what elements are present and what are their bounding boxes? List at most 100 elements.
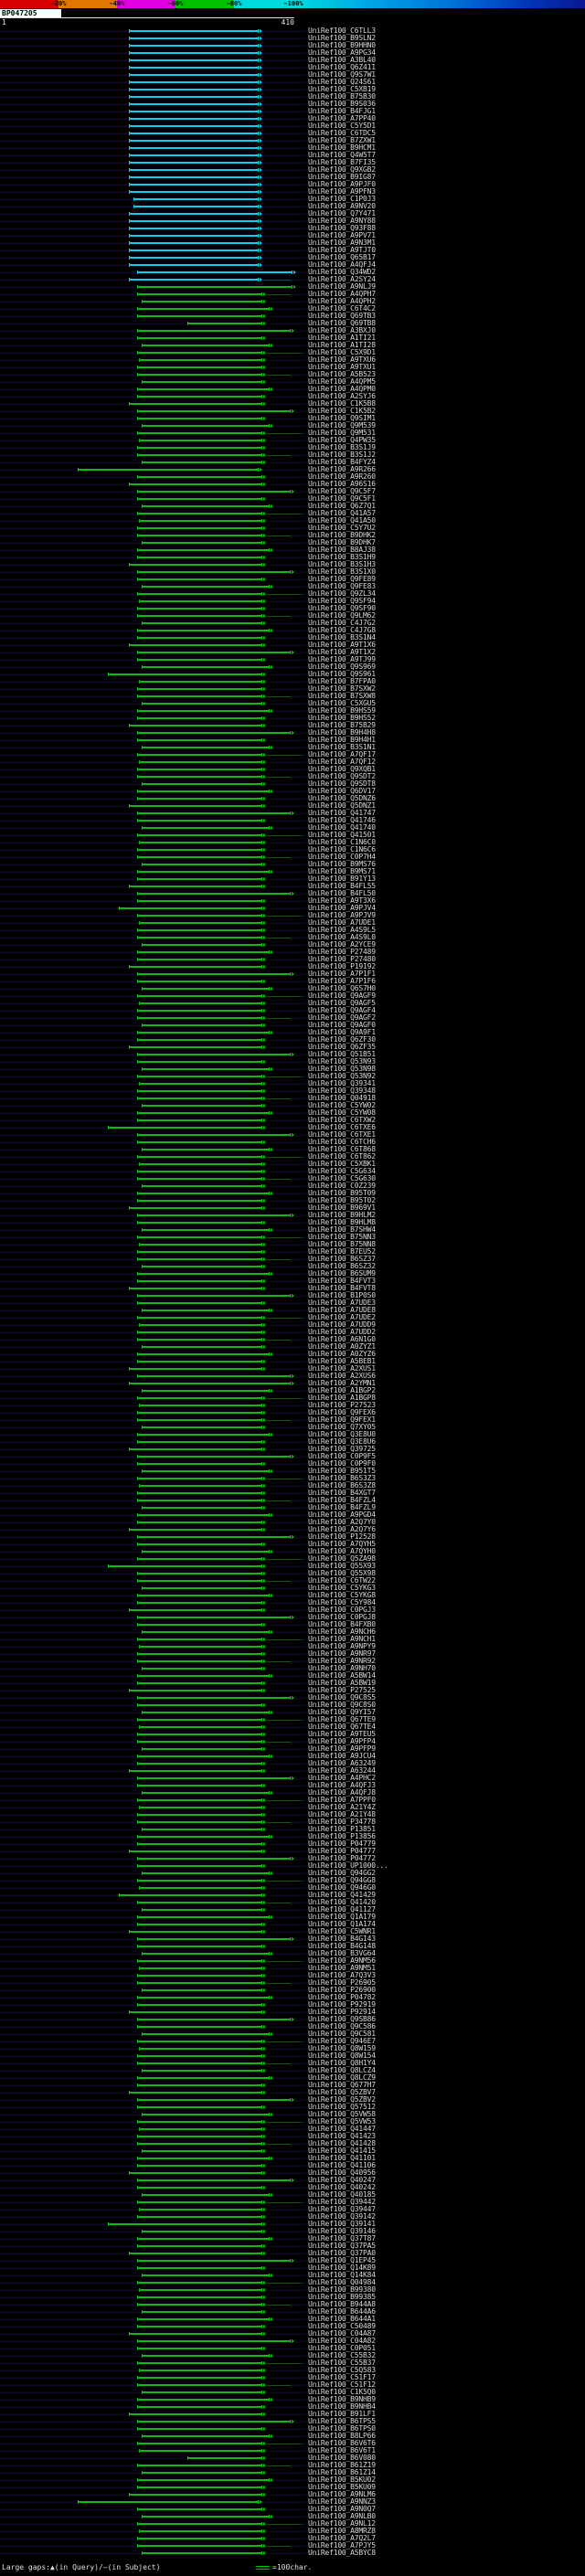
alignment-bar[interactable]	[137, 1257, 262, 1261]
subject-label[interactable]: UniRef100_A9PGD4	[308, 1511, 376, 1519]
alignment-bar[interactable]	[137, 1455, 291, 1458]
alignment-bar[interactable]	[137, 2186, 262, 2189]
alignment-bar[interactable]	[142, 665, 270, 669]
alignment-bar[interactable]	[137, 1762, 262, 1765]
alignment-bar[interactable]	[137, 2522, 262, 2526]
alignment-bar[interactable]	[129, 241, 259, 245]
alignment-bar[interactable]	[129, 1930, 262, 1934]
alignment-bar[interactable]	[142, 461, 262, 464]
subject-label[interactable]: UniRef100_Q41101	[308, 2154, 376, 2162]
alignment-bar[interactable]	[129, 227, 259, 230]
alignment-bar[interactable]	[137, 1477, 262, 1480]
alignment-bar[interactable]	[129, 1287, 262, 1290]
alignment-bar[interactable]	[137, 768, 262, 771]
subject-label[interactable]: UniRef100_Q5VW53	[308, 2117, 376, 2125]
alignment-bar[interactable]	[108, 673, 262, 676]
alignment-bar[interactable]	[137, 731, 291, 735]
alignment-bar[interactable]	[137, 1491, 262, 1495]
alignment-bar[interactable]	[139, 2529, 262, 2533]
subject-label[interactable]: UniRef100_B6S3Z8	[308, 1481, 376, 1489]
alignment-bar[interactable]	[137, 1996, 270, 1999]
subject-label[interactable]: UniRef100_C50489	[308, 2322, 376, 2330]
alignment-bar[interactable]	[139, 2127, 262, 2131]
subject-label[interactable]: UniRef100_Q1EP45	[308, 2256, 376, 2264]
alignment-bar[interactable]	[137, 2018, 291, 2021]
subject-label[interactable]: UniRef100_A5B523	[308, 370, 376, 378]
alignment-bar[interactable]	[129, 88, 259, 91]
subject-label[interactable]: UniRef100_Q41423	[308, 2132, 376, 2140]
subject-label[interactable]: UniRef100_Q6ZF30	[308, 1035, 376, 1044]
subject-label[interactable]: UniRef100_A9PFP4	[308, 1737, 376, 1745]
alignment-bar[interactable]	[139, 1806, 262, 1809]
subject-label[interactable]: UniRef100_B3S1N1	[308, 743, 376, 751]
subject-label[interactable]: UniRef100_A7PJY5	[308, 2541, 376, 2549]
subject-label[interactable]: UniRef100_Q7XY05	[308, 1423, 376, 1431]
alignment-bar[interactable]	[129, 44, 259, 48]
subject-label[interactable]: UniRef100_Q40247	[308, 2176, 376, 2184]
alignment-bar[interactable]	[137, 870, 270, 874]
subject-label[interactable]: UniRef100_A9TXU1	[308, 363, 376, 371]
alignment-bar[interactable]	[137, 285, 292, 289]
subject-label[interactable]: UniRef100_B9IG87	[308, 173, 376, 181]
alignment-bar[interactable]	[129, 154, 259, 157]
alignment-bar[interactable]	[137, 2076, 270, 2080]
subject-label[interactable]: UniRef100_A9NLJ9	[308, 282, 376, 291]
alignment-bar[interactable]	[137, 687, 262, 691]
alignment-bar[interactable]	[129, 1608, 262, 1612]
alignment-bar[interactable]	[137, 1813, 262, 1817]
alignment-bar[interactable]	[137, 1915, 270, 1919]
alignment-bar[interactable]	[137, 1776, 291, 1780]
subject-label[interactable]: UniRef100_Q9FE83	[308, 582, 376, 590]
alignment-bar[interactable]	[137, 2164, 262, 2168]
alignment-bar[interactable]	[139, 1484, 262, 1488]
subject-label[interactable]: UniRef100_A7UDE8	[308, 1306, 376, 1314]
subject-label[interactable]: UniRef100_C1N6C0	[308, 838, 376, 846]
subject-label[interactable]: UniRef100_B91LF1	[308, 2410, 376, 2418]
alignment-bar[interactable]	[142, 2032, 270, 2036]
alignment-bar[interactable]	[137, 738, 262, 742]
subject-label[interactable]: UniRef100_Q41429	[308, 1891, 376, 1899]
alignment-bar[interactable]	[129, 2252, 262, 2255]
subject-label[interactable]: UniRef100_Q9XGB2	[308, 165, 376, 174]
alignment-bar[interactable]	[142, 702, 262, 705]
alignment-bar[interactable]	[137, 592, 262, 596]
subject-label[interactable]: UniRef100_Q55X93	[308, 1562, 376, 1570]
alignment-bar[interactable]	[142, 2274, 270, 2277]
alignment-bar[interactable]	[129, 2091, 262, 2094]
subject-label[interactable]: UniRef100_A9PJV4	[308, 904, 376, 912]
alignment-bar[interactable]	[129, 51, 259, 55]
alignment-bar[interactable]	[142, 1952, 270, 1956]
alignment-bar[interactable]	[142, 2193, 270, 2197]
subject-label[interactable]: UniRef100_B4FVT3	[308, 1277, 376, 1285]
subject-label[interactable]: UniRef100_Q1A174	[308, 1920, 376, 1928]
subject-label[interactable]: UniRef100_Q5DNZ1	[308, 801, 376, 810]
subject-label[interactable]: UniRef100_A4QFJ3	[308, 1781, 376, 1789]
alignment-bar[interactable]	[187, 2456, 262, 2460]
alignment-bar[interactable]	[137, 1879, 262, 1882]
subject-label[interactable]: UniRef100_Q946G0	[308, 1883, 376, 1892]
alignment-bar[interactable]	[129, 1689, 262, 1692]
alignment-bar[interactable]	[137, 607, 262, 610]
subject-label[interactable]: UniRef100_A4S9L0	[308, 933, 376, 941]
alignment-bar[interactable]	[137, 877, 262, 881]
subject-label[interactable]: UniRef100_B5KU09	[308, 2483, 376, 2491]
subject-label[interactable]: UniRef100_C6T862	[308, 1152, 376, 1161]
alignment-bar[interactable]	[137, 2427, 262, 2431]
subject-label[interactable]: UniRef100_A7P1F1	[308, 970, 376, 978]
subject-label[interactable]: UniRef100_B7EU52	[308, 1247, 376, 1256]
alignment-bar[interactable]	[142, 1265, 262, 1268]
alignment-bar[interactable]	[142, 1871, 270, 1875]
alignment-bar[interactable]	[137, 980, 262, 983]
alignment-bar[interactable]	[139, 1404, 262, 1407]
alignment-bar[interactable]	[137, 950, 270, 954]
subject-label[interactable]: UniRef100_A7PP40	[308, 114, 376, 122]
subject-label[interactable]: UniRef100_B6SZ37	[308, 1255, 376, 1263]
alignment-bar[interactable]	[137, 1097, 262, 1100]
subject-label[interactable]: UniRef100_Q41127	[308, 1905, 376, 1913]
alignment-bar[interactable]	[137, 2003, 262, 2007]
subject-label[interactable]: UniRef100_P27489	[308, 948, 376, 956]
subject-label[interactable]: UniRef100_Q9SDT8	[308, 779, 376, 788]
alignment-bar[interactable]	[137, 2347, 262, 2350]
alignment-bar[interactable]	[137, 716, 262, 720]
subject-label[interactable]: UniRef100_A9NR92	[308, 1657, 376, 1665]
